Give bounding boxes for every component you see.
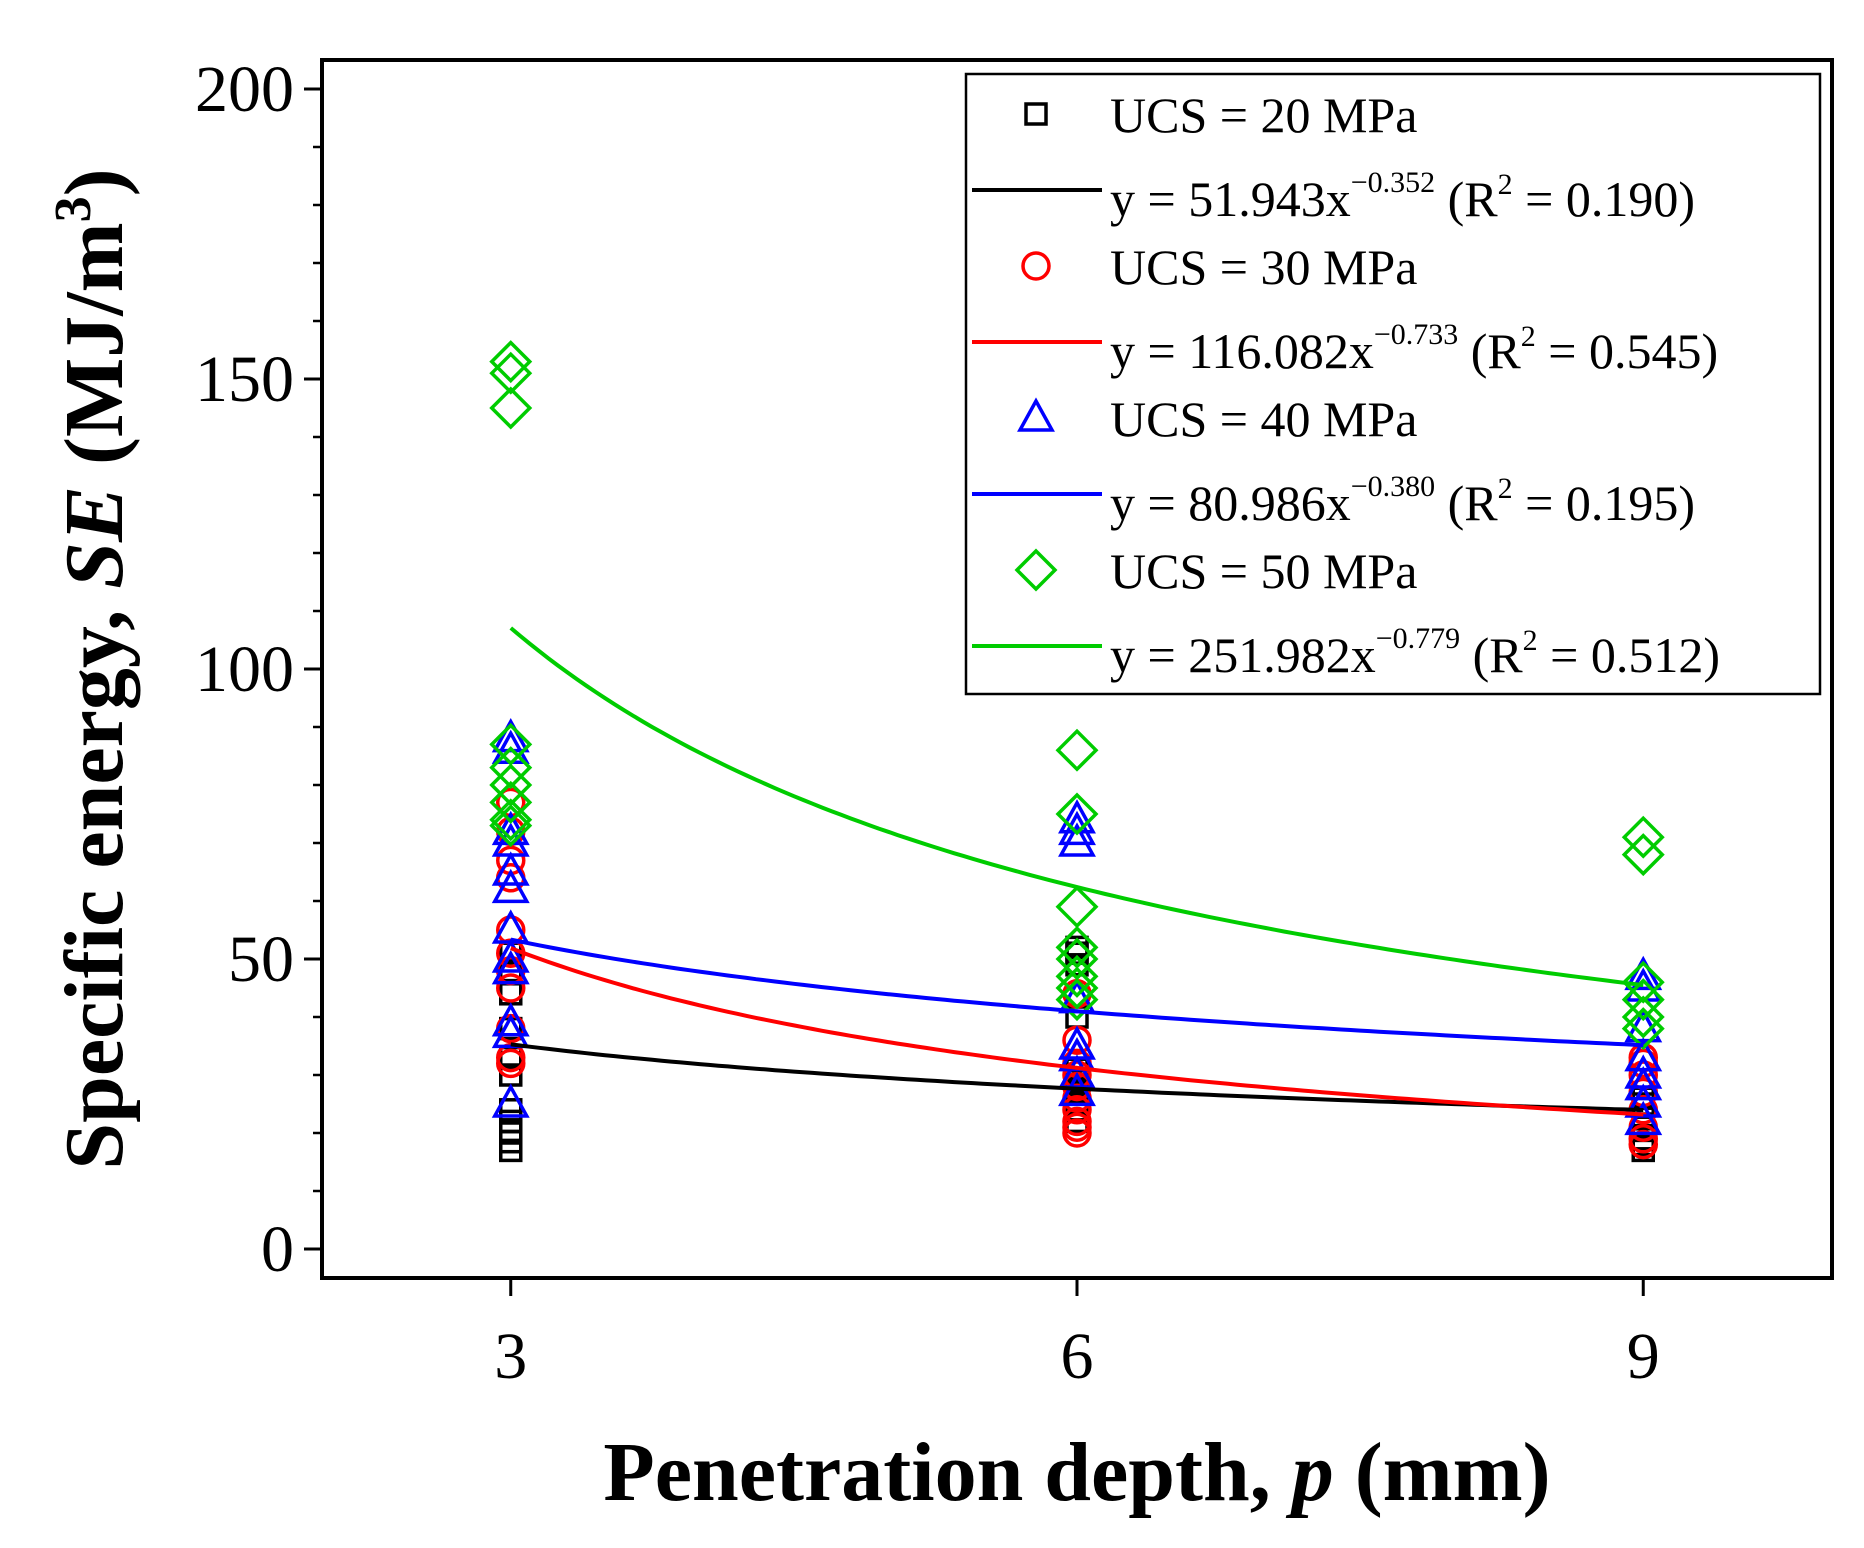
y-tick-label: 100 (195, 633, 294, 706)
data-point (491, 938, 530, 973)
x-axis-title: Penetration depth, p (mm) (603, 1426, 1550, 1519)
data-point (499, 1098, 523, 1122)
data-point (1058, 810, 1096, 846)
legend-label: UCS = 50 MPa (1110, 543, 1417, 599)
data-point (1624, 1083, 1663, 1118)
data-point (489, 722, 533, 766)
x-tick-label: 6 (1061, 1320, 1094, 1393)
data-point (491, 949, 530, 985)
data-point (496, 1042, 526, 1073)
y-axis-title: Specific energy, SE (MJ/m3) (45, 168, 141, 1169)
series-4-fit-line (509, 626, 1644, 988)
data-point (1055, 792, 1099, 836)
legend-fit-equation: y = 251.982x−0.779 (R2 = 0.512) (1110, 622, 1720, 683)
data-point (1624, 1065, 1663, 1101)
legend-marker (1024, 102, 1048, 126)
data-point (489, 351, 533, 395)
legend-fit-equation: y = 51.943x−0.352 (R2 = 0.190) (1110, 166, 1695, 227)
legend-marker (1021, 251, 1051, 281)
y-tick-label: 200 (195, 53, 294, 126)
data-point (491, 1083, 530, 1118)
series-2-fit-line (510, 946, 1644, 1117)
data-point (489, 804, 533, 848)
data-point (1621, 960, 1665, 1004)
data-point (489, 386, 533, 430)
legend-label: UCS = 20 MPa (1110, 87, 1417, 143)
data-point (491, 851, 530, 886)
series-4-points (489, 340, 1665, 1051)
data-point (1628, 1124, 1658, 1154)
x-tick-label: 3 (494, 1320, 527, 1393)
data-point (489, 746, 533, 790)
data-point (1621, 978, 1665, 1022)
series-3-fit-line (510, 937, 1644, 1048)
legend-label: UCS = 30 MPa (1110, 239, 1417, 295)
data-point (1624, 1054, 1663, 1089)
data-point (1624, 1036, 1663, 1072)
data-point (1621, 995, 1665, 1039)
legend-box (964, 72, 1822, 696)
legend: UCS = 20 MPa y = 51.943x−0.352 (R2 = 0.19… (964, 72, 1822, 696)
legend-label: UCS = 40 MPa (1110, 391, 1417, 447)
fit-curves (509, 626, 1644, 1117)
x-axis: 3 6 9 (494, 1278, 1660, 1393)
data-point (491, 909, 530, 944)
data-point (489, 780, 533, 824)
data-point (491, 822, 530, 857)
data-point (1055, 728, 1099, 772)
data-point (1621, 815, 1665, 859)
x-tick-label: 9 (1627, 1320, 1660, 1393)
data-point (491, 868, 530, 904)
data-point (1624, 955, 1663, 991)
y-axis: 0 50 100 150 200 (195, 53, 322, 1286)
data-point (1055, 885, 1099, 929)
data-point (489, 340, 533, 384)
data-point (1058, 1025, 1096, 1060)
data-point (489, 763, 533, 807)
data-point (1062, 1095, 1092, 1125)
data-point (1055, 954, 1099, 998)
data-point (1055, 925, 1099, 969)
data-point (491, 1002, 530, 1037)
data-point (1062, 1106, 1092, 1137)
data-point (1058, 822, 1096, 857)
data-point (1624, 1100, 1663, 1136)
y-tick-label: 50 (228, 923, 294, 996)
legend-fit-equation: y = 80.986x−0.380 (R2 = 0.195) (1110, 470, 1695, 531)
y-tick-label: 0 (261, 1213, 294, 1286)
legend-fit-equation: y = 116.082x−0.733 (R2 = 0.545) (1110, 318, 1718, 379)
data-point (496, 973, 526, 1003)
data-point (1621, 833, 1665, 877)
legend-marker (1014, 548, 1058, 592)
legend-marker (1017, 397, 1055, 432)
y-tick-label: 150 (195, 343, 294, 416)
data-point (489, 798, 533, 842)
